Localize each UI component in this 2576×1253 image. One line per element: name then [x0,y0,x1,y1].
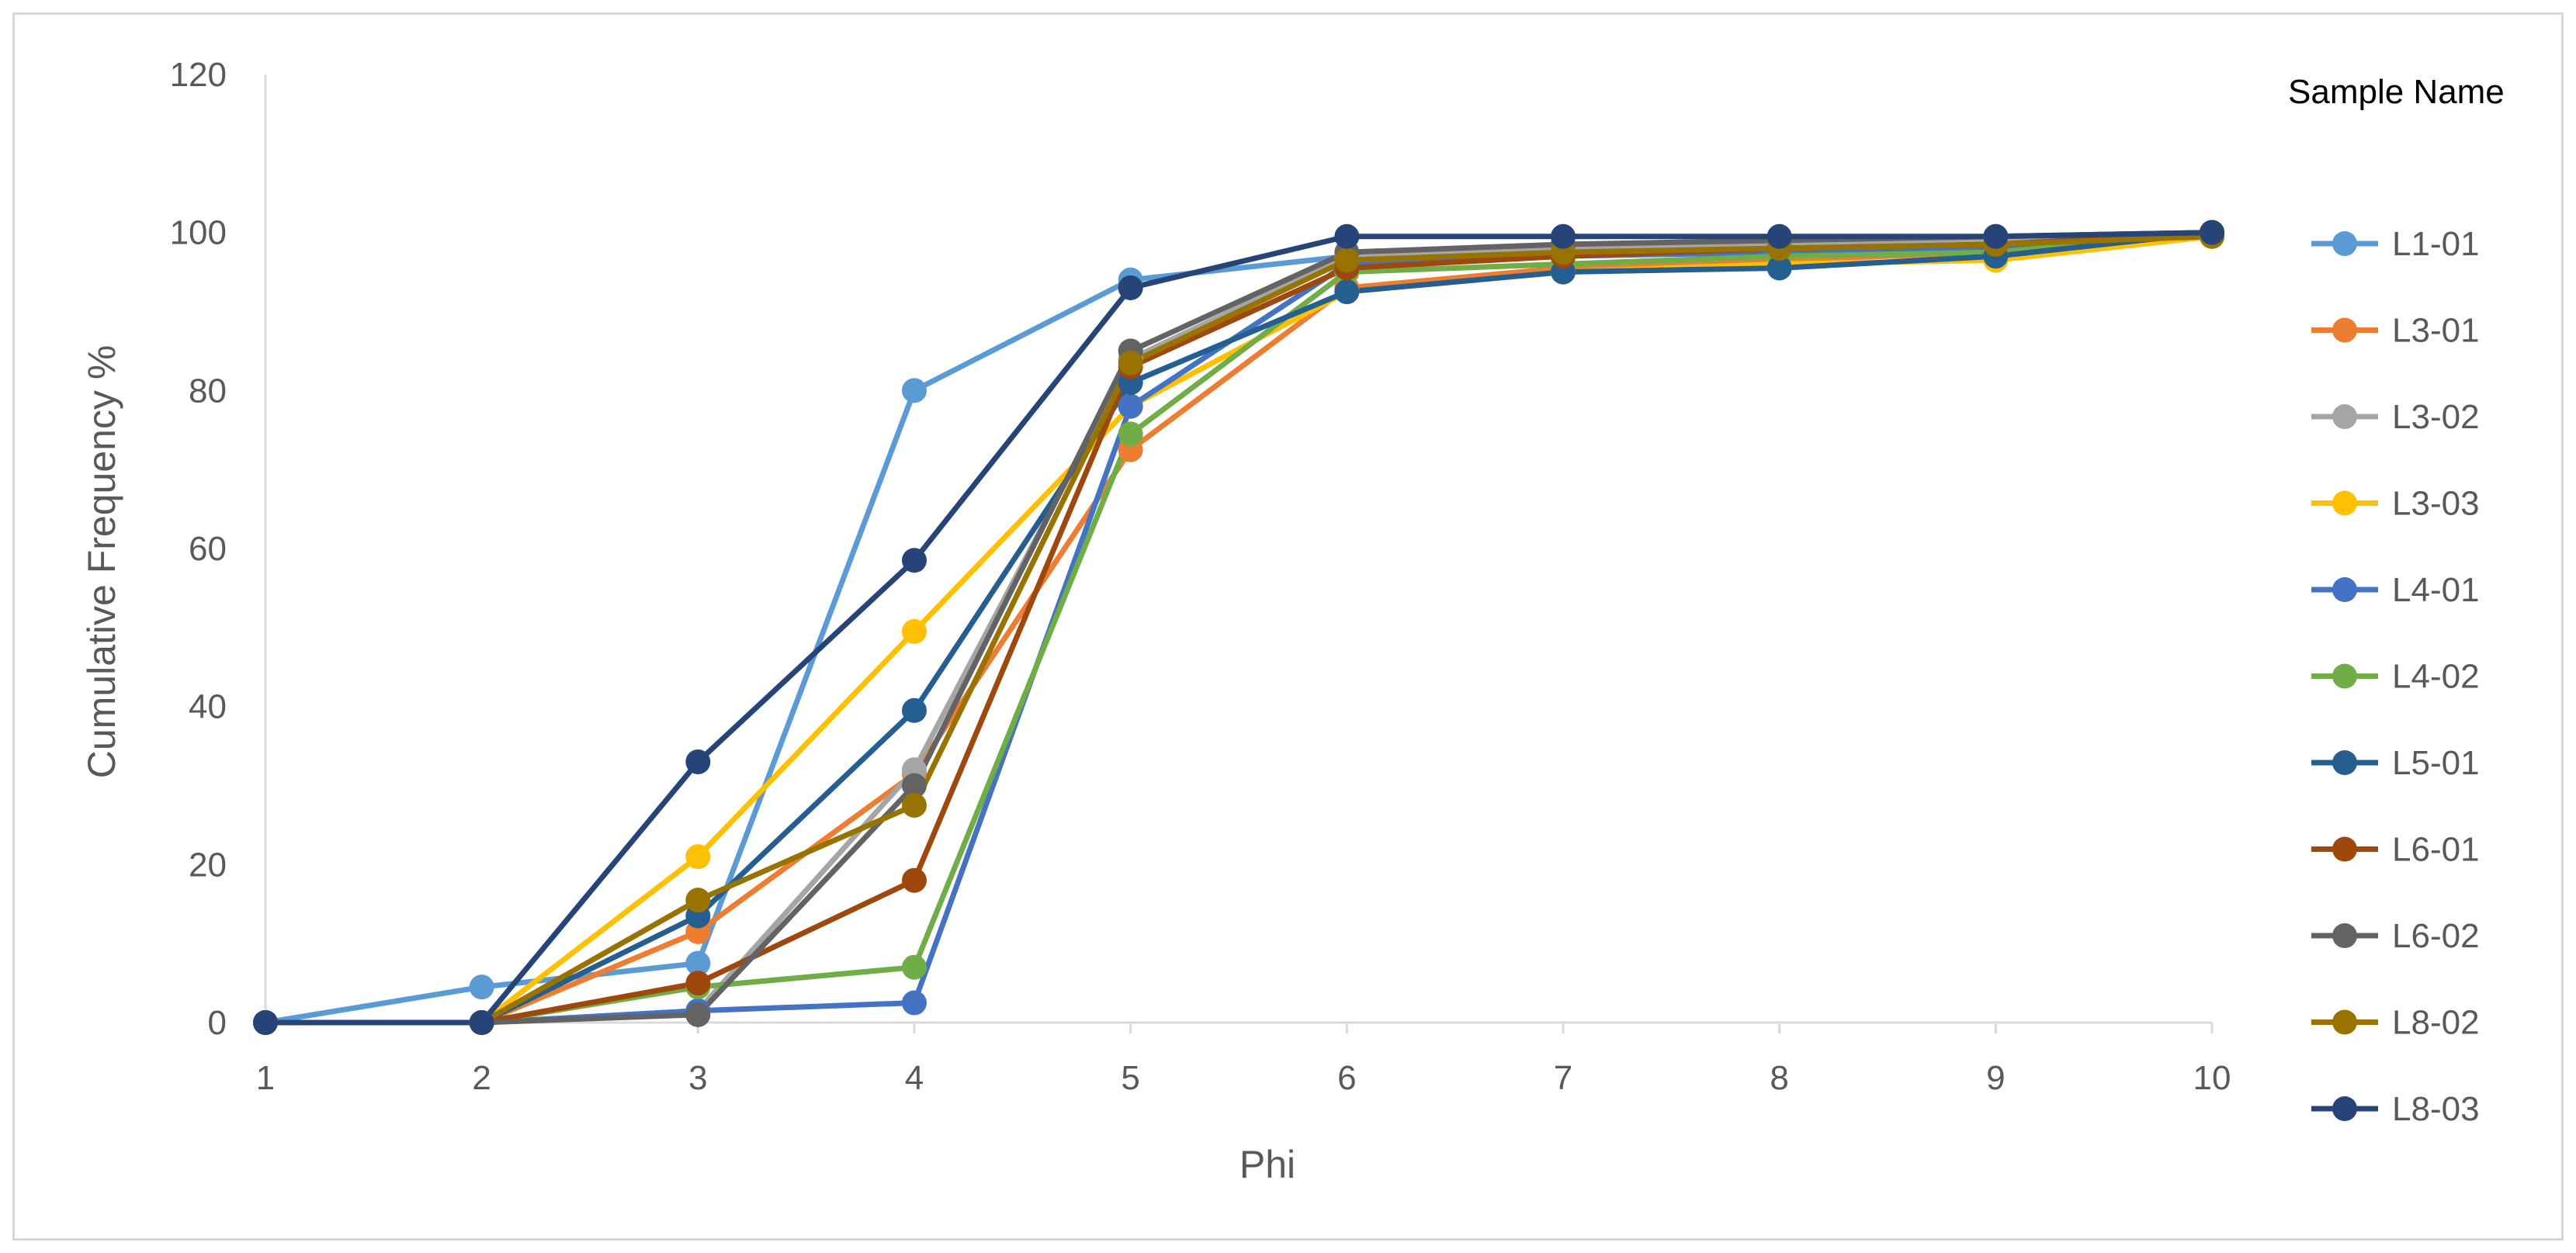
legend-entry-l1-01: L1-01 [2311,225,2480,263]
x-tick-label: 9 [1986,1059,2005,1097]
x-tick-label: 1 [256,1059,275,1097]
legend-entry-l3-03: L3-03 [2311,485,2480,523]
data-point-l5-01 [1334,279,1360,305]
y-tick-label: 40 [189,688,227,726]
legend-marker-l8-03 [2332,1096,2357,1121]
legend-title: Sample Name [2288,73,2505,111]
legend-marker-l3-01 [2332,317,2357,343]
data-point-l6-02 [902,773,927,798]
legend-marker-l3-02 [2332,404,2357,429]
data-point-l8-03 [469,1010,494,1035]
legend-marker-l6-02 [2332,923,2357,948]
data-point-l8-02 [1118,350,1143,376]
data-point-l8-03 [1118,275,1143,300]
series-line-l5-01 [265,230,2213,1026]
data-point-l8-03 [685,749,711,774]
data-point-l1-01 [685,950,711,976]
y-tick-label: 100 [170,214,227,252]
data-point-l4-01 [902,990,927,1016]
data-point-l8-03 [253,1010,278,1035]
y-tick-label: 0 [208,1004,227,1042]
data-point-l3-03 [685,844,711,870]
legend-label-l6-01: L6-01 [2392,831,2480,869]
legend-entry-l3-02: L3-02 [2311,398,2480,436]
data-point-l4-02 [1118,421,1143,447]
data-point-l8-03 [2200,220,2224,245]
legend-label-l6-02: L6-02 [2392,917,2480,955]
legend-label-l4-02: L4-02 [2392,658,2480,696]
legend-marker-l5-01 [2332,750,2357,775]
data-point-l5-01 [1766,255,1792,281]
legend-entry-l8-02: L8-02 [2311,1004,2480,1042]
x-axis-title: Phi [1239,1143,1295,1186]
legend-entry-l8-03: L8-03 [2311,1090,2480,1128]
x-tick-label: 10 [2193,1059,2231,1097]
data-point-l8-03 [1983,223,2009,249]
x-tick-label: 7 [1554,1059,1572,1097]
data-point-l8-02 [902,792,927,818]
x-tick-label: 3 [688,1059,707,1097]
y-tick-label: 120 [170,56,227,94]
data-point-l8-03 [1334,223,1360,249]
data-point-l5-01 [902,697,927,723]
data-point-l8-03 [902,548,927,573]
data-point-l8-03 [1551,223,1576,249]
legend-entry-l4-02: L4-02 [2311,658,2480,696]
series-line-l8-03 [265,230,2213,1026]
legend-marker-l3-03 [2332,490,2357,516]
data-point-l6-02 [685,1002,711,1027]
legend-marker-l1-01 [2332,231,2357,256]
x-tick-label: 5 [1121,1059,1139,1097]
legend-marker-l8-02 [2332,1009,2357,1035]
series-line-l8-02 [265,234,2213,1026]
data-point-l4-01 [1118,393,1143,419]
legend-label-l4-01: L4-01 [2392,571,2480,609]
legend-label-l5-01: L5-01 [2392,744,2480,782]
data-point-l6-01 [902,867,927,893]
data-point-l8-03 [1766,223,1792,249]
y-tick-label: 80 [189,372,227,410]
data-point-l8-02 [1334,247,1360,273]
legend-entry-l3-01: L3-01 [2311,312,2480,350]
legend-label-l8-02: L8-02 [2392,1004,2480,1042]
y-axis-title: Cumulative Frequency % [80,345,123,779]
y-tick-label: 60 [189,530,227,568]
legend-label-l3-01: L3-01 [2392,312,2480,350]
chart-frame [12,12,2564,1241]
x-tick-label: 6 [1337,1059,1356,1097]
data-point-l1-01 [469,974,494,1000]
x-tick-label: 4 [905,1059,924,1097]
x-tick-label: 2 [472,1059,491,1097]
legend-marker-l4-01 [2332,577,2357,602]
legend-entry-l5-01: L5-01 [2311,744,2480,782]
legend-entry-l6-01: L6-01 [2311,831,2480,869]
legend-entry-l4-01: L4-01 [2311,571,2480,609]
series-line-l4-02 [265,230,2213,1026]
data-point-l8-02 [685,888,711,913]
legend-marker-l6-01 [2332,836,2357,862]
legend-label-l3-03: L3-03 [2392,485,2480,523]
data-point-l1-01 [902,378,927,403]
legend-marker-l4-02 [2332,663,2357,689]
legend-label-l3-02: L3-02 [2392,398,2480,436]
data-point-l6-01 [685,971,711,996]
x-tick-label: 8 [1770,1059,1788,1097]
legend-entry-l6-02: L6-02 [2311,917,2480,955]
data-point-l4-02 [902,954,927,980]
legend-label-l1-01: L1-01 [2392,225,2480,263]
y-tick-label: 20 [189,846,227,884]
legend-label-l8-03: L8-03 [2392,1090,2480,1128]
data-point-l3-03 [902,618,927,644]
